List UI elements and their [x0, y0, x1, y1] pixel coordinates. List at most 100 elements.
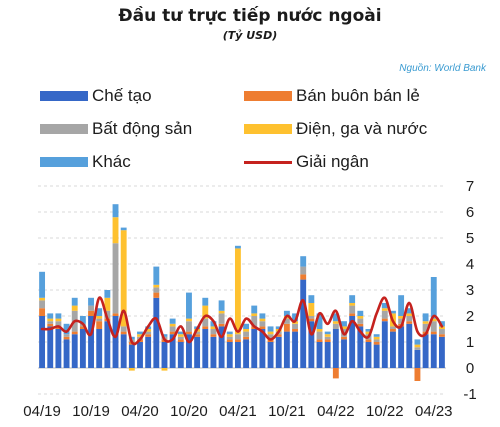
x-tick-label: 04/22 — [317, 403, 355, 420]
bar-real_estate — [234, 334, 241, 340]
bar-real_estate — [300, 266, 307, 275]
bar-manufacturing — [332, 329, 339, 368]
legend-item-manufacturing: Chế tạo — [40, 86, 152, 106]
bar-utilities — [47, 318, 54, 322]
bar-real_estate — [153, 287, 160, 293]
bar-wholesale — [145, 334, 152, 337]
bar-wholesale — [381, 318, 388, 322]
bar-real_estate — [243, 331, 250, 337]
bar-other — [324, 331, 331, 335]
bar-real_estate — [349, 305, 356, 314]
bar-manufacturing — [357, 326, 364, 368]
bar-real_estate — [381, 310, 388, 319]
x-tick-label: 04/20 — [121, 403, 159, 420]
bar-wholesale — [308, 318, 315, 322]
x-tick-label: 04/23 — [415, 403, 453, 420]
bar-wholesale — [357, 323, 364, 327]
bar-utilities — [243, 329, 250, 332]
y-tick-label: -1 — [463, 386, 476, 403]
bar-other — [96, 308, 103, 316]
bar-utilities — [145, 329, 152, 332]
bar-wholesale — [275, 334, 282, 337]
bar-wholesale — [438, 334, 445, 337]
bar-other — [373, 334, 380, 337]
bar-manufacturing — [422, 334, 429, 368]
bar-other — [316, 313, 323, 329]
bar-utilities — [128, 368, 135, 371]
bar-real_estate — [414, 347, 421, 350]
bar-wholesale — [218, 323, 225, 327]
bar-wholesale — [373, 342, 380, 345]
legend-swatch-real-estate — [40, 124, 88, 134]
bar-utilities — [169, 323, 176, 327]
bar-real_estate — [390, 326, 396, 329]
bar-utilities — [324, 334, 331, 337]
bar-utilities — [365, 331, 372, 335]
bar-manufacturing — [128, 344, 135, 368]
bar-manufacturing — [169, 334, 176, 368]
bar-real_estate — [194, 331, 201, 335]
bar-manufacturing — [308, 321, 315, 368]
bar-other — [177, 331, 184, 335]
bar-other — [332, 313, 339, 322]
bar-manufacturing — [55, 329, 62, 368]
bar-other — [381, 303, 388, 309]
bar-other — [365, 329, 372, 332]
bar-manufacturing — [234, 342, 241, 368]
y-tick-label: 1 — [466, 334, 474, 351]
bar-real_estate — [283, 318, 290, 324]
bar-other — [137, 331, 143, 335]
bar-other — [292, 313, 298, 322]
bar-manufacturing — [153, 297, 160, 368]
bar-other — [234, 245, 241, 249]
bar-manufacturing — [63, 339, 70, 368]
bar-real_estate — [88, 305, 94, 311]
bar-real_estate — [406, 316, 413, 322]
y-tick-label: 4 — [466, 256, 474, 273]
bar-manufacturing — [349, 316, 356, 368]
bar-utilities — [210, 326, 217, 329]
bar-real_estate — [96, 318, 103, 322]
bar-other — [218, 300, 225, 311]
bar-manufacturing — [145, 336, 152, 368]
chart-title: Đầu tư trực tiếp nước ngoài — [118, 6, 382, 26]
bar-wholesale — [259, 326, 266, 329]
bar-wholesale — [406, 321, 413, 324]
legend-item-real-estate: Bất động sản — [40, 119, 192, 139]
bar-other — [243, 323, 250, 329]
legend-item-disbursement: Giải ngân — [244, 152, 369, 172]
bar-real_estate — [430, 321, 437, 332]
bar-real_estate — [398, 318, 405, 324]
bar-wholesale — [71, 331, 78, 335]
bar-utilities — [332, 321, 339, 324]
bar-utilities — [234, 248, 241, 335]
bar-other — [349, 295, 356, 303]
disbursement-line — [40, 296, 444, 346]
legend-label: Bán buôn bán lẻ — [296, 86, 420, 105]
bar-other — [104, 290, 111, 298]
bar-other — [169, 318, 176, 324]
bar-other — [422, 313, 429, 322]
bar-manufacturing — [88, 316, 94, 368]
source-note: Nguồn: World Bank — [399, 63, 486, 74]
bar-other — [300, 256, 307, 267]
bar-manufacturing — [194, 336, 201, 368]
bar-wholesale — [283, 323, 290, 332]
bar-other — [39, 271, 46, 298]
bar-wholesale — [324, 339, 331, 342]
bar-utilities — [161, 368, 168, 371]
legend-item-wholesale: Bán buôn bán lẻ — [244, 86, 420, 106]
bar-manufacturing — [71, 334, 78, 368]
bar-manufacturing — [414, 349, 421, 368]
bar-utilities — [406, 313, 413, 316]
bar-manufacturing — [243, 339, 250, 368]
bar-utilities — [104, 297, 111, 311]
bar-real_estate — [259, 321, 266, 327]
bar-wholesale — [63, 336, 70, 340]
bar-manufacturing — [341, 339, 347, 368]
bar-utilities — [422, 321, 429, 324]
bar-real_estate — [177, 336, 184, 340]
bar-wholesale — [414, 368, 421, 381]
legend-label: Điện, ga và nước — [296, 119, 428, 138]
bar-manufacturing — [373, 344, 380, 368]
